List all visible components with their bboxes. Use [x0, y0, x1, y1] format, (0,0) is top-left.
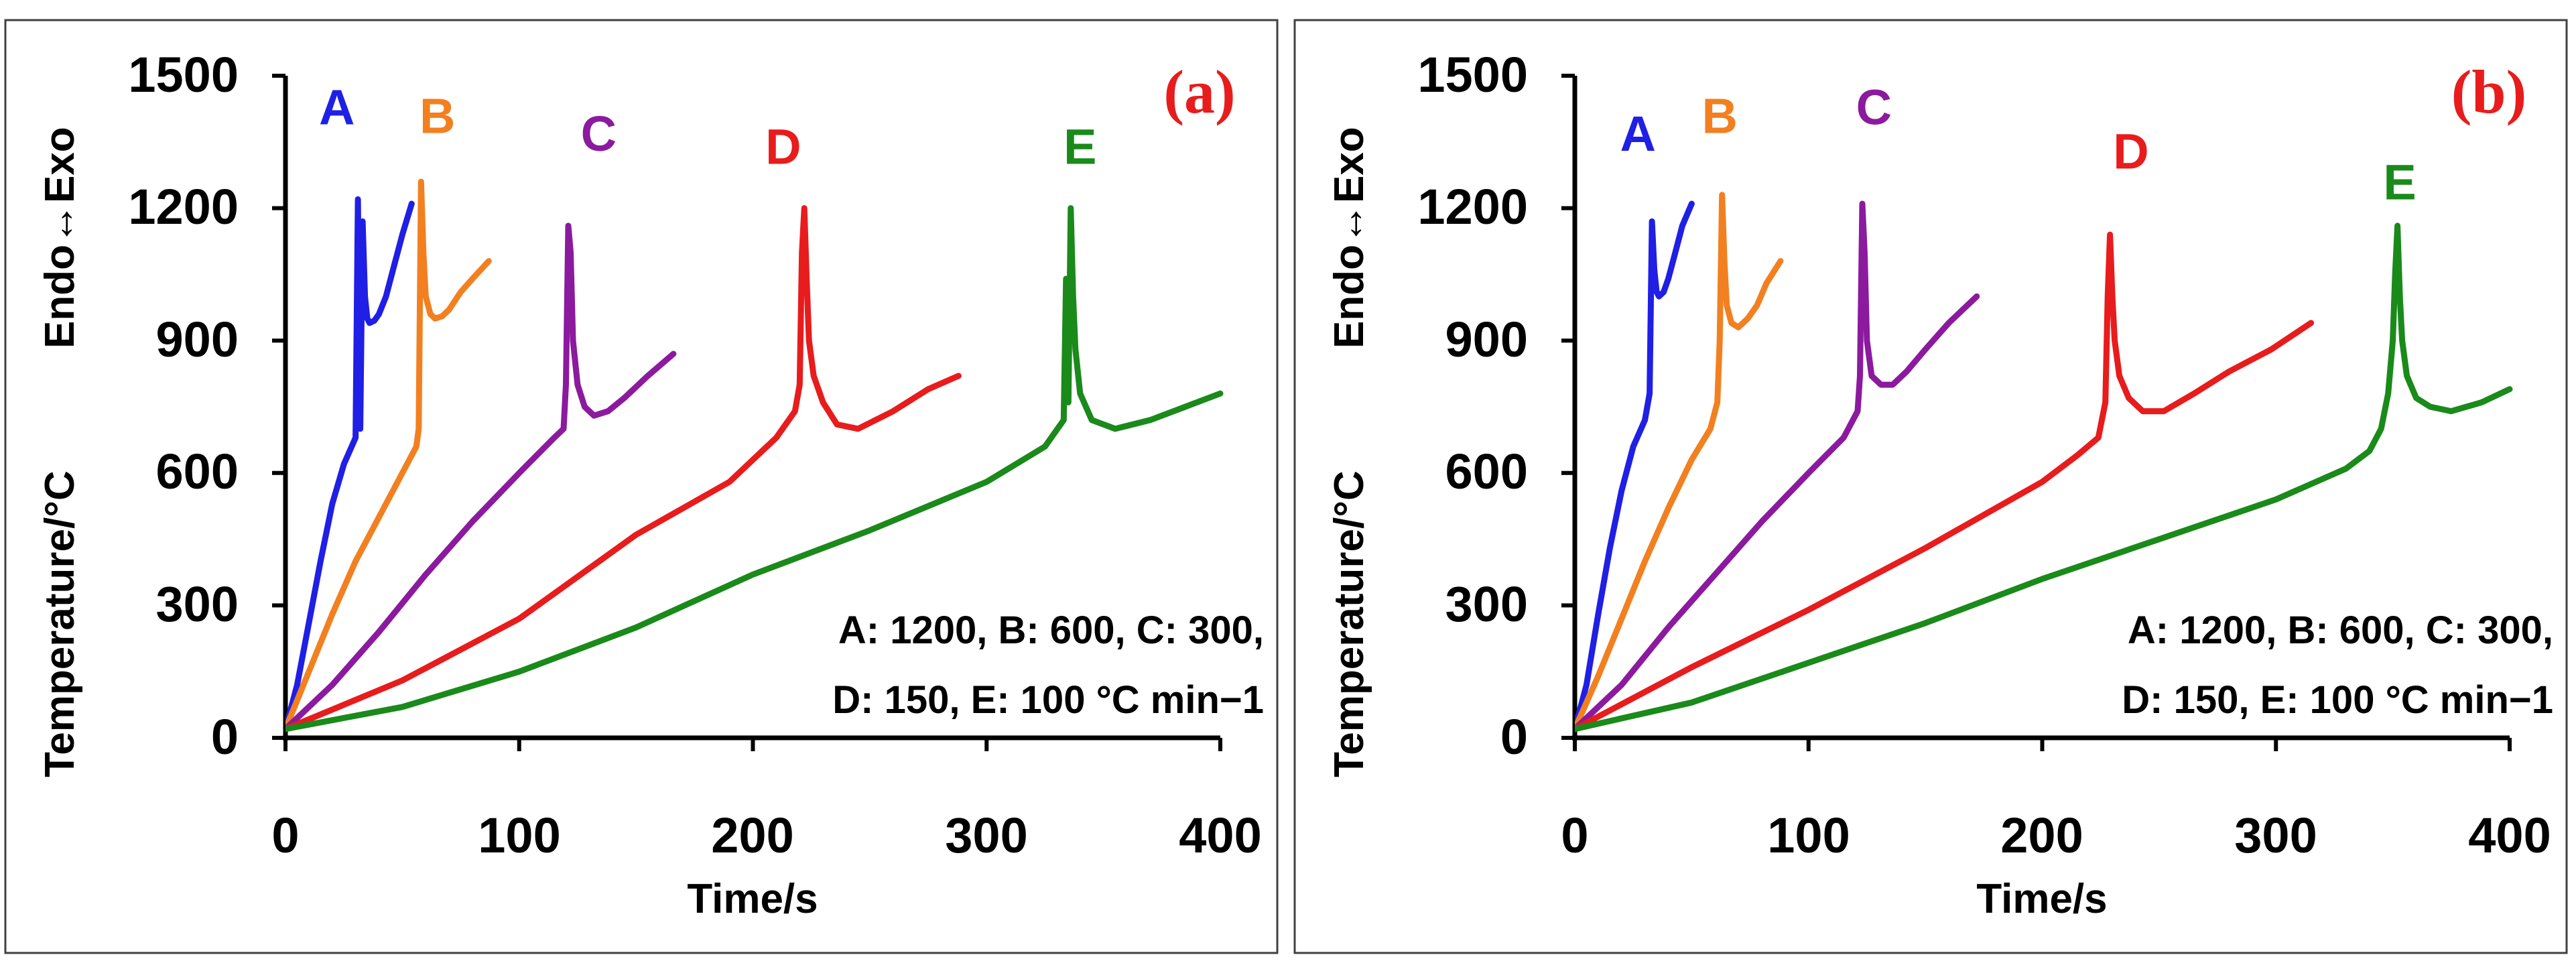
- x-tick-label: 400: [2468, 808, 2551, 863]
- series-d-line: [285, 205, 962, 732]
- x-tick-label: 100: [478, 808, 560, 863]
- y-tick-label: 600: [1445, 444, 1528, 499]
- series-a-label: A: [1620, 106, 1655, 162]
- panel-b-y-axis-title: Temperature/°C: [1326, 470, 1372, 777]
- x-tick-label: 0: [271, 808, 299, 863]
- panel-b-ticks: [1561, 74, 2512, 751]
- panel-b-x-tick-labels: 0 100 200 300 400: [1561, 808, 2551, 863]
- y-tick-label: 900: [156, 312, 239, 367]
- series-b-line: [1575, 192, 1784, 732]
- panel-a-label: (a): [1163, 58, 1235, 126]
- series-c-line: [285, 222, 677, 732]
- panel-a-endo-exo-label: Endo↔Exo: [37, 127, 83, 348]
- panel-b-x-axis-title: Time/s: [1976, 876, 2107, 922]
- y-tick-label: 0: [211, 709, 239, 765]
- panel-b-endo-exo-label: Endo↔Exo: [1326, 127, 1372, 348]
- panel-b-y-tick-labels: 0 300 600 900 1200 1500: [1417, 47, 1528, 765]
- y-tick-label: 1200: [1417, 179, 1528, 235]
- series-c-label: C: [581, 106, 617, 162]
- panel-a-annotation: A: 1200, B: 600, C: 300, D: 150, E: 100 …: [832, 608, 1264, 722]
- panel-a-ticks: [272, 74, 1222, 751]
- series-e-label: E: [2383, 154, 2416, 210]
- x-tick-label: 200: [711, 808, 793, 863]
- y-tick-label: 300: [1445, 576, 1528, 632]
- panel-a-y-tick-labels: 0 300 600 900 1200 1500: [128, 47, 239, 765]
- y-tick-label: 1500: [128, 47, 239, 103]
- panel-a-annotation-line-1: A: 1200, B: 600, C: 300,: [838, 608, 1264, 652]
- panel-a-y-axis-title: Temperature/°C: [37, 470, 83, 777]
- panel-a: 0 300 600 900 1200 1500 0 100 200 300 40…: [4, 19, 1279, 954]
- panel-b-series-labels: A B C D E: [1620, 80, 2416, 210]
- series-d-label: D: [2113, 123, 2148, 179]
- y-tick-label: 900: [1445, 312, 1528, 367]
- series-e-label: E: [1064, 119, 1096, 175]
- panel-a-x-tick-labels: 0 100 200 300 400: [271, 808, 1261, 863]
- series-c-line: [1575, 200, 1980, 732]
- panel-b-label: (b): [2451, 58, 2526, 126]
- series-e-line: [285, 205, 1224, 732]
- series-c-label: C: [1856, 80, 1892, 135]
- series-d-line: [1575, 231, 2315, 732]
- x-tick-label: 300: [945, 808, 1027, 863]
- y-tick-label: 1200: [128, 179, 239, 235]
- panel-a-annotation-line-2: D: 150, E: 100 °C min−1: [832, 678, 1264, 722]
- series-a-line: [1575, 200, 1695, 732]
- panel-a-plot-area: [285, 178, 1224, 732]
- panel-a-frame: [4, 19, 1279, 954]
- y-tick-label: 300: [156, 576, 239, 632]
- panel-a-series-labels: A B C D E: [319, 80, 1097, 175]
- series-a-line: [285, 196, 415, 732]
- y-tick-label: 0: [1500, 709, 1528, 765]
- panel-b-frame: [1293, 19, 2568, 954]
- panel-b-annotation: A: 1200, B: 600, C: 300, D: 150, E: 100 …: [2122, 608, 2553, 722]
- panel-b-annotation-line-1: A: 1200, B: 600, C: 300,: [2128, 608, 2553, 652]
- series-a-label: A: [319, 80, 355, 135]
- x-tick-label: 100: [1767, 808, 1850, 863]
- series-e-line: [1575, 222, 2513, 732]
- x-tick-label: 0: [1561, 808, 1588, 863]
- panel-b: 0 300 600 900 1200 1500 0 100 200 300 40…: [1293, 19, 2568, 954]
- series-b-label: B: [1701, 88, 1737, 144]
- x-tick-label: 400: [1179, 808, 1261, 863]
- series-b-label: B: [420, 88, 455, 144]
- series-d-label: D: [765, 119, 801, 175]
- panel-b-plot-area: [1575, 192, 2513, 732]
- y-tick-label: 1500: [1417, 47, 1528, 103]
- x-tick-label: 300: [2234, 808, 2317, 863]
- x-tick-label: 200: [2000, 808, 2083, 863]
- panel-b-annotation-line-2: D: 150, E: 100 °C min−1: [2122, 678, 2553, 722]
- series-b-line: [285, 178, 492, 732]
- panel-a-x-axis-title: Time/s: [687, 876, 818, 922]
- y-tick-label: 600: [156, 444, 239, 499]
